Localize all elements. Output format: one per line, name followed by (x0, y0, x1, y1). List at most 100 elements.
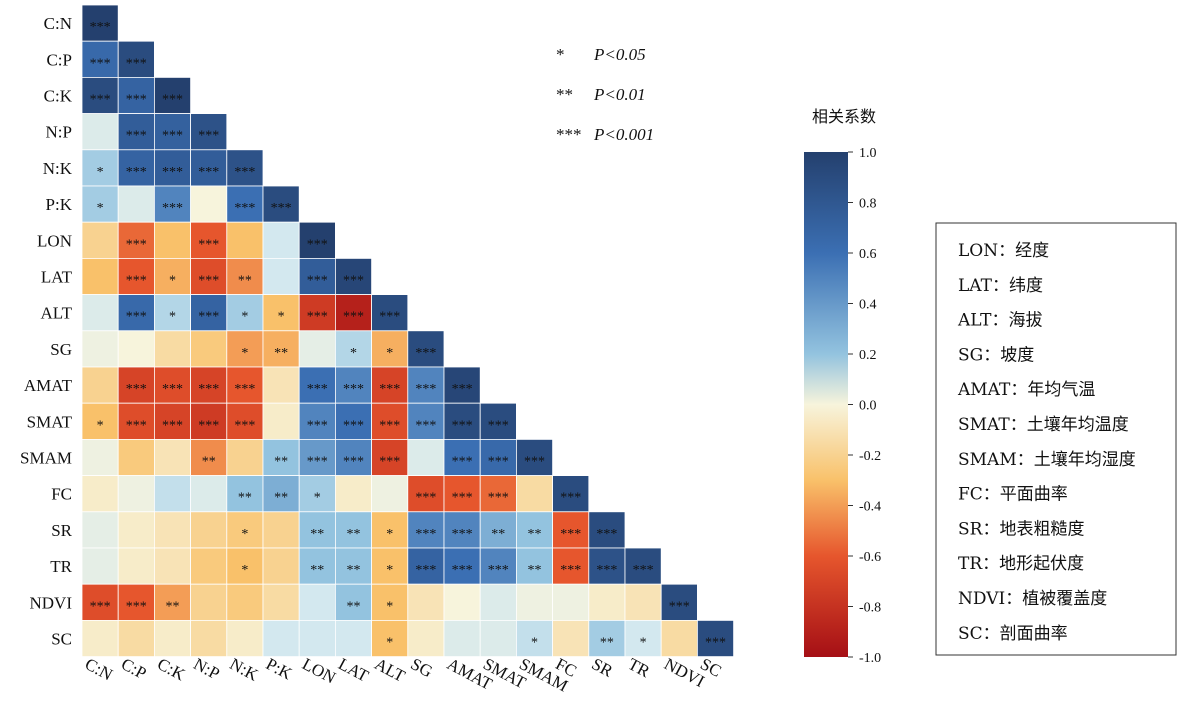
colorbar-tick-label: -0.4 (859, 500, 881, 515)
cell-significance-label: *** (126, 56, 147, 71)
heatmap-cell (552, 547, 590, 585)
heatmap-cell (226, 294, 264, 332)
heatmap-cell (190, 185, 228, 223)
heatmap-cell (153, 294, 191, 332)
abbreviation-item: SR：地表粗糙度 (958, 519, 1084, 539)
cell-significance-label: ** (600, 636, 614, 651)
cell-significance-label: *** (126, 418, 147, 433)
heatmap-cell (81, 149, 119, 187)
heatmap-cell (407, 330, 445, 368)
cell-significance-label: ** (238, 491, 252, 506)
cell-significance-label: *** (126, 599, 147, 614)
significance-stars: *** (556, 125, 582, 144)
heatmap-cell (334, 294, 372, 332)
cell-significance-label: * (350, 346, 357, 361)
column-label: LAT (335, 654, 372, 686)
heatmap-cell (334, 583, 372, 621)
heatmap-cell (334, 438, 372, 476)
heatmap-cell (117, 511, 155, 549)
colorbar-tick-label: -1.0 (859, 651, 881, 666)
heatmap-cell (153, 185, 191, 223)
heatmap-cell (153, 330, 191, 368)
cell-significance-label: * (241, 310, 248, 325)
cell-significance-label: *** (343, 418, 364, 433)
cell-significance-label: *** (126, 310, 147, 325)
heatmap-cell (117, 149, 155, 187)
cell-significance-label: ** (310, 527, 324, 542)
heatmap-cell (660, 620, 698, 658)
cell-significance-label: *** (198, 418, 219, 433)
cell-significance-label: ** (347, 563, 361, 578)
abbreviation-item: SMAT：土壤年均温度 (958, 414, 1129, 435)
heatmap-cell (153, 547, 191, 585)
heatmap-cell (371, 438, 409, 476)
cell-significance-label: ** (347, 599, 361, 614)
heatmap-cell (226, 475, 264, 513)
cell-significance-label: *** (126, 382, 147, 397)
heatmap-cell (190, 113, 228, 151)
cell-significance-label: *** (307, 382, 328, 397)
cell-significance-label: * (386, 527, 393, 542)
heatmap-cell (262, 257, 300, 295)
row-label: TR (50, 557, 72, 576)
heatmap-cell (117, 475, 155, 513)
column-label: C:P (118, 654, 149, 683)
cell-significance-label: *** (198, 165, 219, 180)
abbreviation-item: ALT：海拔 (957, 311, 1043, 331)
cell-significance-label: *** (343, 274, 364, 289)
heatmap-cell (479, 620, 517, 658)
row-label: FC (51, 485, 72, 504)
heatmap-cell (552, 511, 590, 549)
cell-significance-label: *** (452, 491, 473, 506)
heatmap-cell (153, 620, 191, 658)
significance-stars: ** (556, 85, 573, 104)
heatmap-cell (153, 511, 191, 549)
heatmap-cell (190, 620, 228, 658)
cell-significance-label: *** (198, 310, 219, 325)
heatmap-cell (226, 583, 264, 621)
cell-significance-label: *** (198, 274, 219, 289)
heatmap-cell (479, 583, 517, 621)
colorbar-tick-label: 0.8 (859, 197, 877, 212)
heatmap-cell (81, 366, 119, 404)
heatmap-cell (81, 294, 119, 332)
heatmap-cell (190, 330, 228, 368)
heatmap-cell (298, 438, 336, 476)
heatmap-cell (117, 221, 155, 259)
cell-significance-label: *** (524, 455, 545, 470)
column-label: TR (625, 654, 654, 681)
column-label: ALT (371, 654, 408, 686)
heatmap-cell (407, 438, 445, 476)
heatmap-cell (298, 366, 336, 404)
row-label: N:P (46, 123, 72, 142)
heatmap-cell (81, 330, 119, 368)
significance-legend: * P<0.05 ** P<0.01 *** P<0.001 (556, 45, 654, 144)
cell-significance-label: *** (198, 237, 219, 252)
heatmap-cell (117, 402, 155, 440)
cell-significance-label: ** (347, 527, 361, 542)
heatmap-cell (226, 257, 264, 295)
heatmap-cell (226, 620, 264, 658)
colorbar-tick-label: 0.0 (859, 399, 877, 414)
cell-significance-label: ** (310, 563, 324, 578)
cell-significance-label: *** (234, 418, 255, 433)
heatmap-cell (660, 583, 698, 621)
cell-significance-label: *** (415, 527, 436, 542)
cell-significance-label: *** (452, 418, 473, 433)
heatmap-cell (153, 221, 191, 259)
heatmap-cell (588, 583, 626, 621)
cell-significance-label: *** (90, 56, 111, 71)
heatmap-cell (407, 475, 445, 513)
heatmap-grid: ****** ****** *** ****** *** **** *** *** *** ***… (81, 4, 735, 658)
abbreviation-item: LON：经度 (958, 241, 1049, 261)
heatmap-cell (588, 511, 626, 549)
heatmap-cell (298, 620, 336, 658)
heatmap-cell (516, 438, 554, 476)
row-label: C:K (44, 87, 73, 106)
cell-significance-label: *** (162, 129, 183, 144)
heatmap-cell (117, 438, 155, 476)
heatmap-cell (117, 77, 155, 115)
cell-significance-label: *** (343, 455, 364, 470)
cell-significance-label: ** (238, 274, 252, 289)
heatmap-cell (81, 583, 119, 621)
